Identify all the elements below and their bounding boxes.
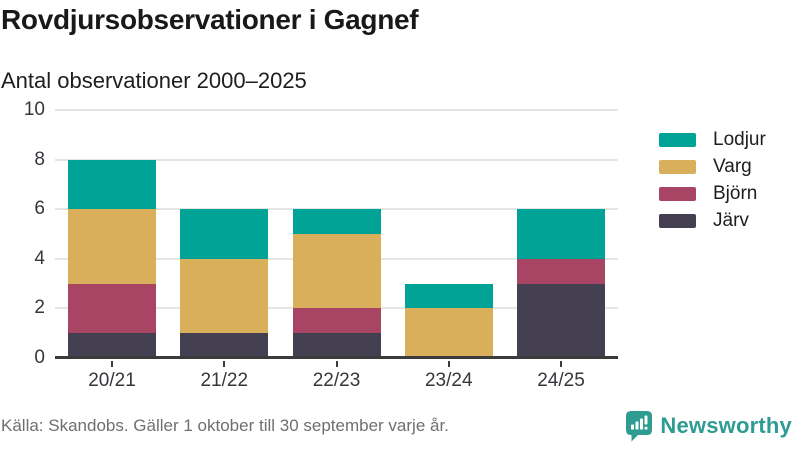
bar-segment-lodjur bbox=[68, 159, 156, 210]
x-axis-label: 20/21 bbox=[88, 370, 136, 391]
chart-subtitle: Antal observationer 2000–2025 bbox=[1, 68, 307, 93]
bar-segment-lodjur bbox=[404, 283, 493, 309]
legend-swatch bbox=[659, 187, 696, 201]
x-axis-tick bbox=[447, 361, 450, 367]
chart-title: Rovdjursobservationer i Gagnef bbox=[1, 4, 419, 35]
legend-label: Varg bbox=[713, 156, 752, 177]
bar-segment-björn bbox=[517, 258, 605, 284]
legend-label: Järv bbox=[713, 210, 749, 231]
bar-segment-varg bbox=[404, 308, 493, 358]
legend-swatch bbox=[659, 133, 696, 147]
x-axis-tick bbox=[223, 361, 226, 367]
y-axis-label: 8 bbox=[34, 148, 45, 170]
x-axis-tick bbox=[111, 361, 113, 367]
plot-area bbox=[55, 109, 618, 359]
bar-segment-lodjur bbox=[517, 209, 605, 259]
newsworthy-wordmark: Newsworthy bbox=[660, 413, 792, 438]
legend-item-björn: Björn bbox=[659, 183, 766, 204]
x-axis-label: 22/23 bbox=[312, 370, 361, 391]
legend-label: Björn bbox=[713, 183, 758, 204]
x-axis-category: 23/24 bbox=[405, 361, 493, 392]
bar-24-25 bbox=[517, 209, 605, 358]
y-axis-label: 10 bbox=[23, 99, 45, 120]
y-axis: 0 2 4 6 8 10 bbox=[0, 99, 45, 368]
source-note: Källa: Skandobs. Gäller 1 oktober till 3… bbox=[1, 416, 449, 435]
bar-segment-järv bbox=[180, 333, 269, 358]
x-axis-label: 21/22 bbox=[200, 370, 249, 391]
bar-22-23 bbox=[292, 209, 381, 358]
x-axis-category: 24/25 bbox=[517, 361, 605, 392]
bar-segment-lodjur bbox=[180, 209, 269, 259]
bar-segment-varg bbox=[68, 209, 156, 284]
gridline bbox=[55, 208, 618, 211]
y-axis-label: 6 bbox=[34, 198, 45, 220]
legend: Lodjur Varg Björn Järv bbox=[659, 129, 766, 231]
newsworthy-bubble-chart-icon bbox=[626, 410, 653, 442]
bars bbox=[55, 110, 618, 358]
bar-23-24 bbox=[404, 283, 493, 358]
y-axis-label: 4 bbox=[34, 247, 45, 269]
newsworthy-logo: Newsworthy bbox=[626, 410, 792, 442]
bar-segment-björn bbox=[68, 283, 156, 334]
bar-segment-varg bbox=[292, 234, 381, 309]
legend-item-varg: Varg bbox=[659, 156, 766, 177]
y-axis-label: 0 bbox=[34, 347, 45, 368]
x-axis-category: 22/23 bbox=[293, 361, 381, 392]
bar-21-22 bbox=[180, 209, 269, 358]
legend-item-lodjur: Lodjur bbox=[659, 129, 766, 150]
x-axis-category: 20/21 bbox=[68, 361, 156, 392]
x-axis-label: 24/25 bbox=[537, 370, 585, 391]
gridline bbox=[55, 158, 618, 161]
x-axis-tick bbox=[560, 361, 562, 367]
footer: Källa: Skandobs. Gäller 1 oktober till 3… bbox=[1, 406, 792, 446]
bar-segment-lodjur bbox=[292, 209, 381, 235]
bar-segment-järv bbox=[68, 333, 156, 358]
bar-20-21 bbox=[68, 159, 156, 358]
x-axis-label: 23/24 bbox=[424, 370, 473, 391]
x-axis-baseline bbox=[55, 356, 618, 359]
bar-segment-järv bbox=[517, 283, 605, 358]
x-axis: 20/21 21/22 22/23 23/24 24/25 bbox=[55, 361, 618, 392]
y-axis-label: 2 bbox=[34, 297, 45, 319]
legend-label: Lodjur bbox=[713, 129, 766, 150]
legend-swatch bbox=[659, 214, 696, 228]
bar-segment-varg bbox=[180, 258, 269, 334]
bar-segment-järv bbox=[292, 333, 381, 358]
x-axis-tick bbox=[335, 361, 338, 367]
x-axis-category: 21/22 bbox=[180, 361, 268, 392]
gridline bbox=[55, 109, 618, 111]
bar-segment-björn bbox=[292, 308, 381, 334]
legend-item-järv: Järv bbox=[659, 210, 766, 231]
legend-swatch bbox=[659, 160, 696, 174]
